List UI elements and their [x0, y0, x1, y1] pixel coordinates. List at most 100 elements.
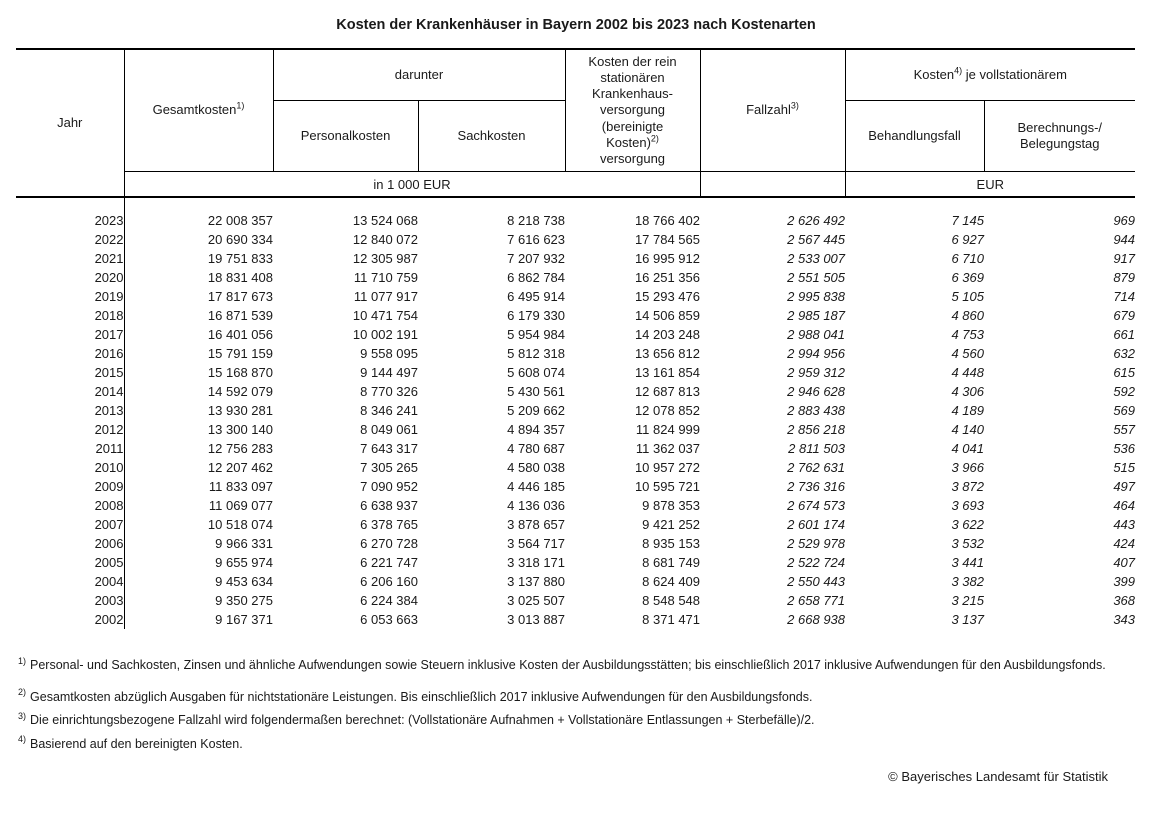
footnote-ref-3: 3) — [790, 101, 799, 112]
cell-belegungstag: 368 — [1113, 593, 1136, 608]
table-row: 2007 10 518 074 6 378 765 3 878 657 9 421 25… — [16, 515, 1135, 534]
cell-personalkosten: 7 305 265 — [360, 460, 418, 475]
cell-personalkosten: 6 053 663 — [360, 612, 418, 627]
cell-jahr: 2016 — [16, 344, 125, 363]
cell-sachkosten: 5 812 318 — [507, 346, 566, 361]
table-row: 2004 9 453 634 6 206 160 3 137 880 8 624 409… — [16, 572, 1135, 591]
cell-gesamtkosten: 11 833 097 — [208, 479, 273, 494]
cell-sachkosten: 5 430 561 — [507, 384, 566, 399]
cell-belegungstag: 917 — [1113, 251, 1136, 266]
footnote-marker: 4) — [18, 734, 27, 745]
unit-label-empty — [700, 171, 846, 198]
cell-personalkosten: 10 002 191 — [352, 327, 418, 342]
cell-belegungstag: 632 — [1113, 346, 1136, 361]
table-row: 2018 16 871 539 10 471 754 6 179 330 14 506 … — [16, 306, 1135, 325]
cell-gesamtkosten: 13 300 140 — [207, 422, 273, 437]
footnote-marker: 1) — [18, 655, 27, 666]
table-row: 2002 9 167 371 6 053 663 3 013 887 8 371 471… — [16, 610, 1135, 629]
cell-fallzahl: 2 959 312 — [787, 365, 846, 380]
table-row: 2011 12 756 283 7 643 317 4 780 687 11 362 0… — [16, 439, 1135, 458]
cell-gesamtkosten: 17 817 673 — [207, 289, 273, 304]
cell-behandlungsfall: 7 145 — [951, 213, 985, 228]
cell-fallzahl: 2 550 443 — [787, 574, 846, 589]
cell-bereinigte-kosten: 9 421 252 — [642, 517, 701, 532]
table-row: 2010 12 207 462 7 305 265 4 580 038 10 957 2… — [16, 458, 1135, 477]
footnote-marker: 3) — [18, 710, 27, 721]
cell-bereinigte-kosten: 16 251 356 — [634, 270, 701, 285]
cell-fallzahl: 2 533 007 — [787, 251, 846, 266]
cell-fallzahl: 2 736 316 — [787, 479, 846, 494]
table-row: 2016 15 791 159 9 558 095 5 812 318 13 656 8… — [16, 344, 1135, 363]
cell-jahr: 2014 — [16, 382, 125, 401]
cell-sachkosten: 3 025 507 — [507, 593, 566, 608]
cell-sachkosten: 7 616 623 — [507, 232, 566, 247]
cell-fallzahl: 2 658 771 — [787, 593, 846, 608]
cell-jahr: 2015 — [16, 363, 125, 382]
cell-personalkosten: 7 090 952 — [360, 479, 418, 494]
cell-sachkosten: 6 862 784 — [507, 270, 566, 285]
cell-gesamtkosten: 22 008 357 — [207, 213, 273, 228]
cell-behandlungsfall: 6 710 — [951, 251, 985, 266]
cell-belegungstag: 343 — [1113, 612, 1136, 627]
cell-behandlungsfall: 3 872 — [951, 479, 985, 494]
cell-fallzahl: 2 567 445 — [787, 232, 846, 247]
cell-belegungstag: 879 — [1113, 270, 1136, 285]
cell-personalkosten: 9 558 095 — [360, 346, 418, 361]
footnote-ref-1: 1) — [236, 101, 245, 112]
cell-sachkosten: 4 136 036 — [507, 498, 566, 513]
header-kosten-je-vollstationaerem: Kosten4) je vollstationärem — [845, 49, 1136, 101]
cell-sachkosten: 3 564 717 — [507, 536, 566, 551]
cell-belegungstag: 615 — [1113, 365, 1136, 380]
cell-gesamtkosten: 20 690 334 — [207, 232, 273, 247]
header-sachkosten: Sachkosten — [418, 100, 566, 172]
cell-sachkosten: 8 218 738 — [507, 213, 566, 228]
cell-bereinigte-kosten: 8 624 409 — [642, 574, 701, 589]
cell-bereinigte-kosten: 16 995 912 — [634, 251, 701, 266]
cell-jahr: 2006 — [16, 534, 125, 553]
cell-sachkosten: 4 446 185 — [507, 479, 566, 494]
cell-belegungstag: 592 — [1113, 384, 1136, 399]
cell-sachkosten: 5 954 984 — [507, 327, 566, 342]
cell-bereinigte-kosten: 10 957 272 — [634, 460, 701, 475]
statistics-table: Jahr Gesamtkosten1) darunter Kosten der … — [16, 48, 1136, 629]
cell-belegungstag: 557 — [1113, 422, 1136, 437]
table-body: 2023 22 008 357 13 524 068 8 218 738 18 766 … — [16, 197, 1135, 629]
cell-personalkosten: 8 049 061 — [360, 422, 418, 437]
cell-jahr: 2008 — [16, 496, 125, 515]
cell-jahr: 2004 — [16, 572, 125, 591]
cell-bereinigte-kosten: 8 935 153 — [642, 536, 701, 551]
cell-fallzahl: 2 995 838 — [787, 289, 846, 304]
cell-personalkosten: 13 524 068 — [352, 213, 418, 228]
cell-belegungstag: 497 — [1113, 479, 1136, 494]
cell-personalkosten: 6 224 384 — [360, 593, 418, 608]
cell-jahr: 2005 — [16, 553, 125, 572]
cell-belegungstag: 944 — [1113, 232, 1136, 247]
header-berechnungstag: Berechnungs-/ Belegungstag — [984, 100, 1136, 172]
cell-sachkosten: 4 780 687 — [507, 441, 566, 456]
cell-sachkosten: 5 608 074 — [507, 365, 566, 380]
cell-behandlungsfall: 3 532 — [951, 536, 985, 551]
copyright-notice: © Bayerisches Landesamt für Statistik — [888, 769, 1108, 784]
cell-bereinigte-kosten: 8 548 548 — [642, 593, 701, 608]
cell-behandlungsfall: 4 140 — [951, 422, 985, 437]
cell-behandlungsfall: 4 560 — [951, 346, 985, 361]
cell-personalkosten: 11 710 759 — [353, 270, 418, 285]
cell-behandlungsfall: 4 189 — [951, 403, 985, 418]
cell-bereinigte-kosten: 17 784 565 — [634, 232, 701, 247]
table-row: 2014 14 592 079 8 770 326 5 430 561 12 687 8… — [16, 382, 1135, 401]
cell-personalkosten: 6 638 937 — [360, 498, 418, 513]
cell-bereinigte-kosten: 9 878 353 — [642, 498, 701, 513]
table-header: Jahr Gesamtkosten1) darunter Kosten der … — [16, 49, 1136, 198]
cell-personalkosten: 6 378 765 — [360, 517, 418, 532]
cell-belegungstag: 399 — [1113, 574, 1136, 589]
cell-belegungstag: 443 — [1113, 517, 1136, 532]
cell-bereinigte-kosten: 12 078 852 — [634, 403, 701, 418]
cell-belegungstag: 969 — [1113, 213, 1136, 228]
cell-personalkosten: 8 346 241 — [360, 403, 418, 418]
unit-label-right: EUR — [845, 171, 1136, 198]
cell-jahr: 2010 — [16, 458, 125, 477]
cell-behandlungsfall: 5 105 — [951, 289, 985, 304]
cell-gesamtkosten: 16 871 539 — [207, 308, 273, 323]
table-row: 2015 15 168 870 9 144 497 5 608 074 13 161 8… — [16, 363, 1135, 382]
header-behandlungsfall: Behandlungsfall — [845, 100, 985, 172]
